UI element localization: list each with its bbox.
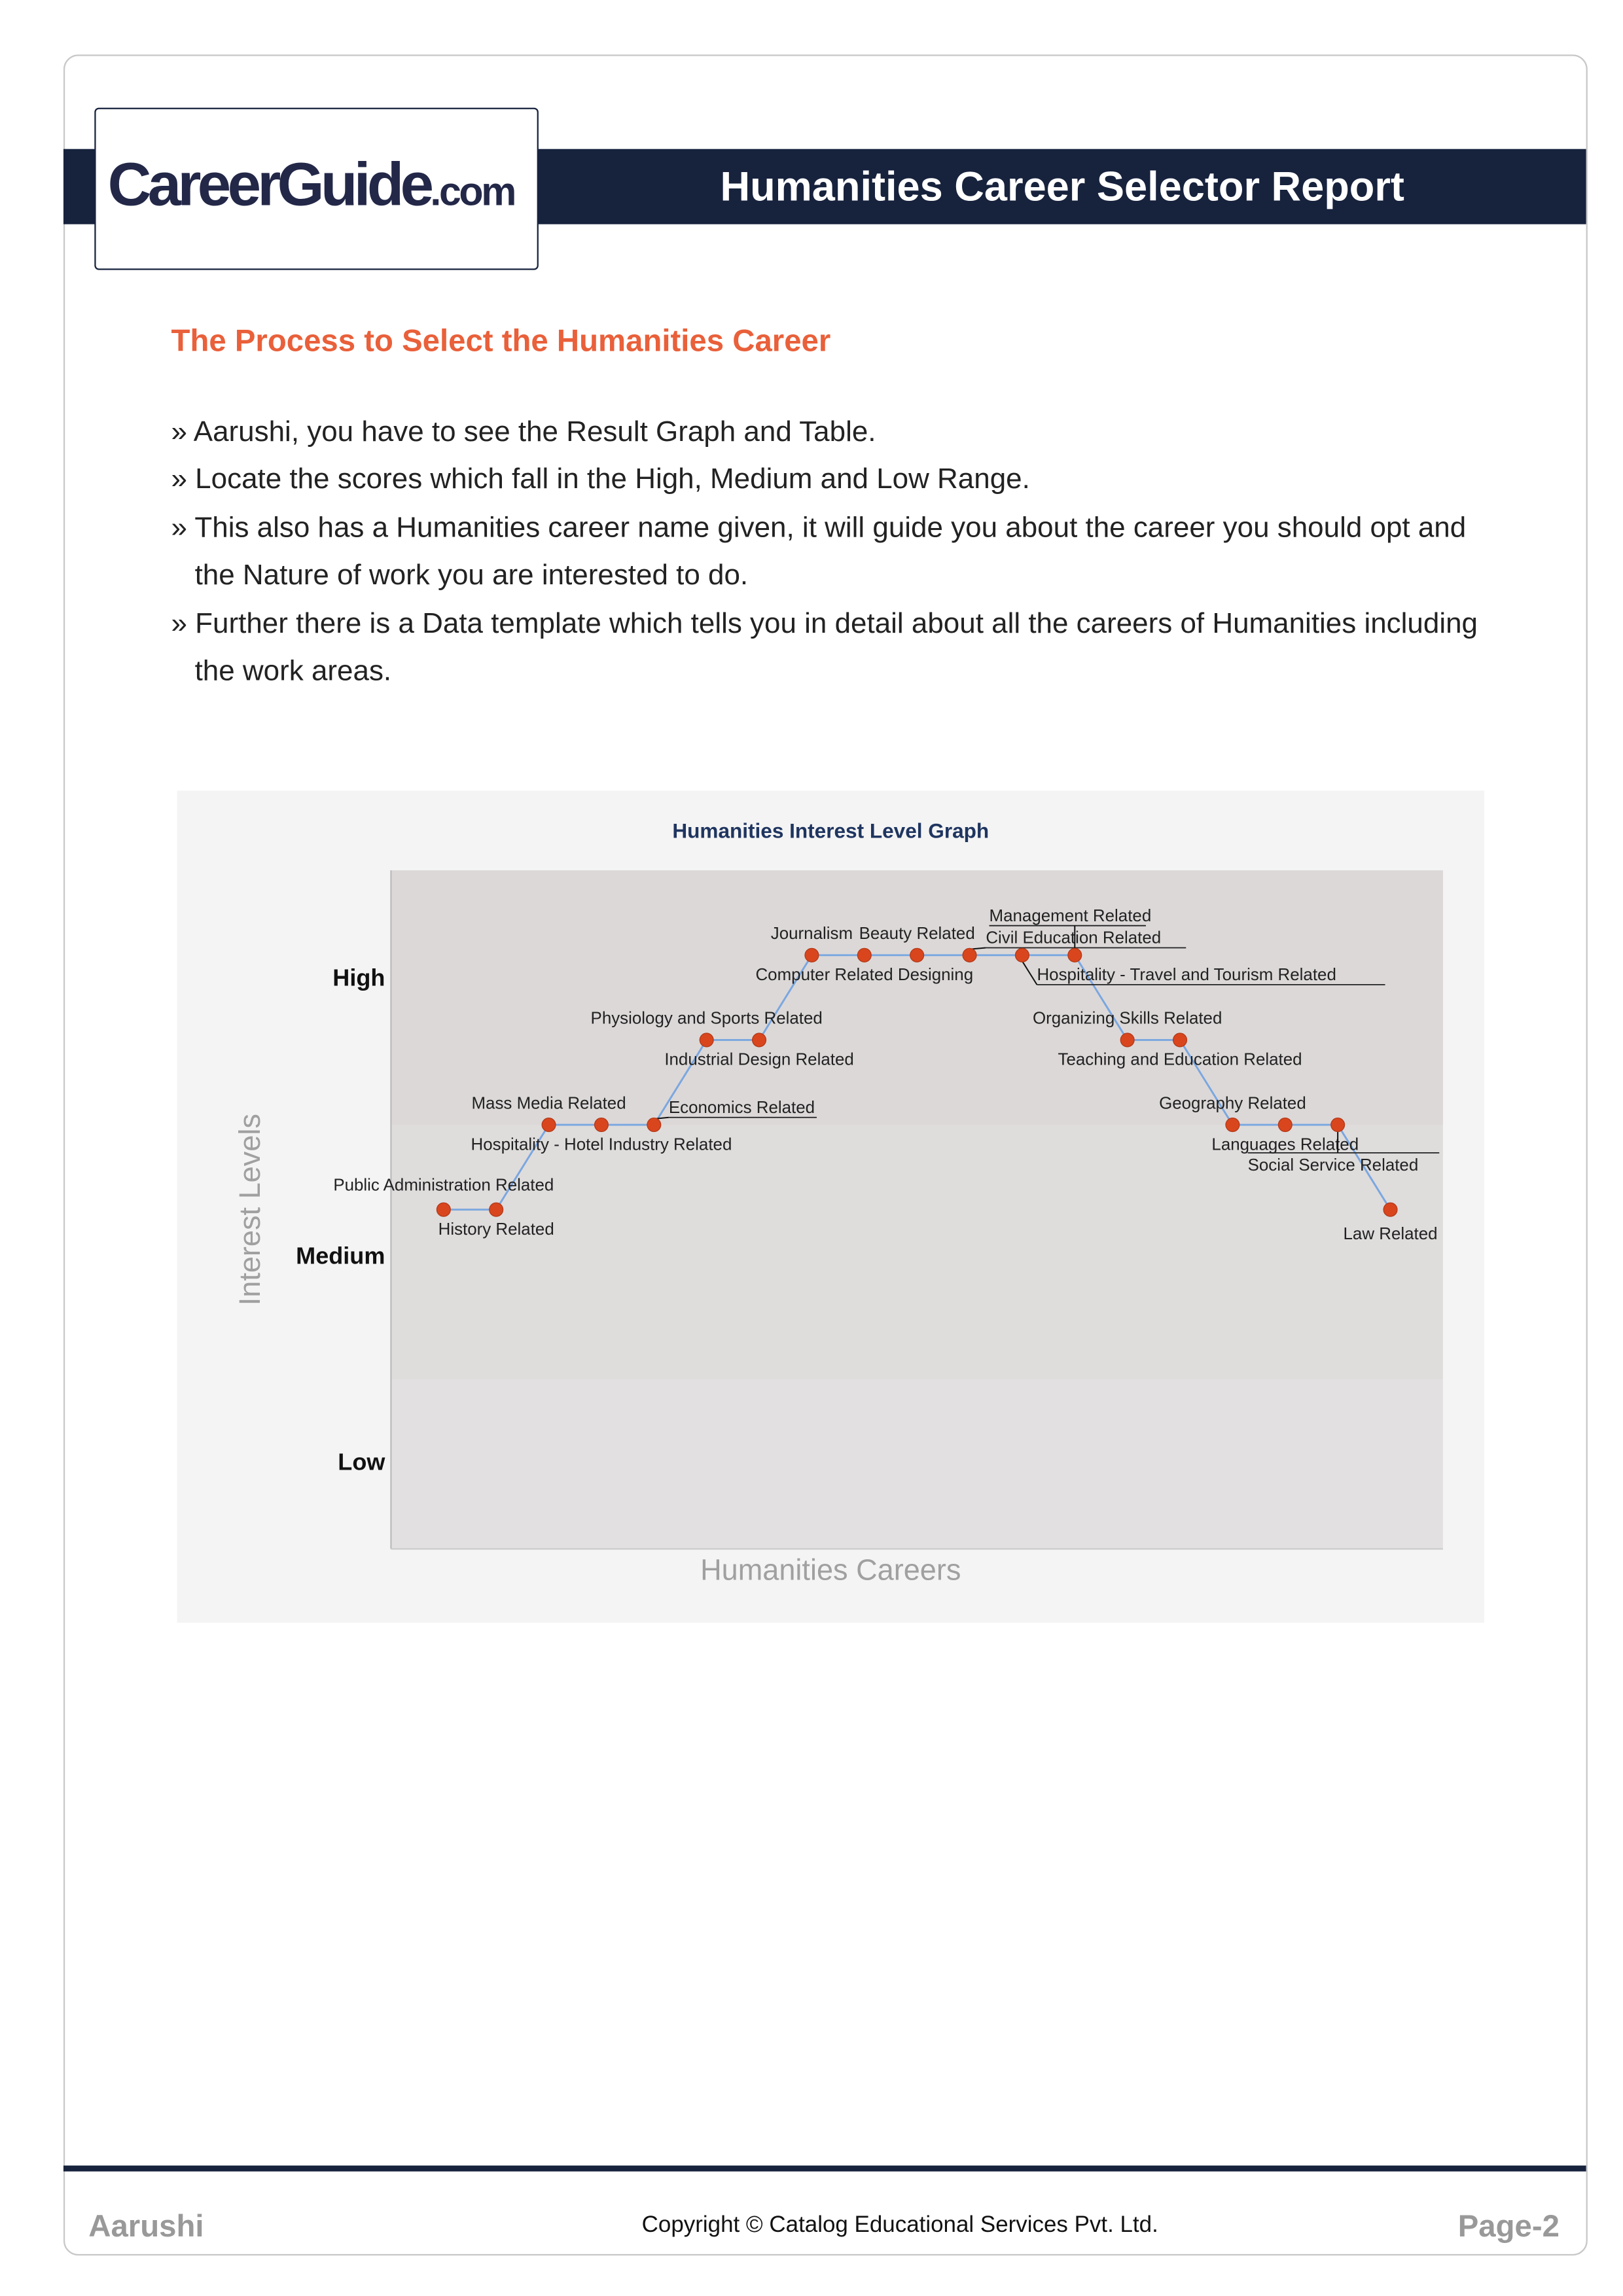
instruction-item: » Locate the scores which fall in the Hi… xyxy=(171,463,1030,497)
data-point xyxy=(594,1118,609,1133)
point-label: History Related xyxy=(438,1220,554,1239)
point-label: Languages Related xyxy=(1211,1135,1359,1154)
data-point xyxy=(647,1118,662,1133)
page-number: Page-2 xyxy=(1457,2210,1560,2244)
footer-rule xyxy=(63,2165,1586,2172)
instruction-item: » Further there is a Data template which… xyxy=(171,607,1478,688)
point-label: Computer Related Designing xyxy=(755,966,973,984)
band-low xyxy=(391,1379,1443,1549)
data-point xyxy=(1172,1033,1188,1048)
section-title: The Process to Select the Humanities Car… xyxy=(171,324,831,359)
logo-name: CareerGuide xyxy=(107,150,434,219)
chart-title: Humanities Interest Level Graph xyxy=(672,819,989,843)
data-point xyxy=(962,947,977,963)
point-label: Beauty Related xyxy=(859,925,975,943)
point-label: Hospitality - Hotel Industry Related xyxy=(471,1135,732,1154)
point-label: Journalism xyxy=(771,925,853,943)
data-point xyxy=(1330,1118,1346,1133)
data-point xyxy=(1277,1118,1293,1133)
data-point xyxy=(699,1033,714,1048)
y-tick-label: Medium xyxy=(296,1243,385,1269)
instruction-item: » Aarushi, you have to see the Result Gr… xyxy=(171,415,876,449)
point-label: Geography Related xyxy=(1159,1094,1306,1112)
point-label: Management Related xyxy=(990,907,1152,925)
chart-svg: Humanities Interest Level Graph Humaniti… xyxy=(233,819,1443,1587)
band-medium xyxy=(391,1125,1443,1379)
point-label: Organizing Skills Related xyxy=(1033,1010,1222,1028)
data-point xyxy=(489,1202,504,1217)
logo-text: CareerGuide.com xyxy=(107,150,517,220)
point-label: Hospitality - Travel and Tourism Related xyxy=(1037,966,1336,984)
point-label: Economics Related xyxy=(669,1099,815,1117)
point-label: Social Service Related xyxy=(1248,1156,1419,1174)
data-point xyxy=(1120,1033,1135,1048)
y-tick-label: High xyxy=(332,964,385,991)
interest-level-chart: Humanities Interest Level Graph Humaniti… xyxy=(177,790,1485,1623)
data-point xyxy=(857,947,872,963)
page-frame xyxy=(63,54,1588,2256)
data-point xyxy=(804,947,819,963)
footer-name: Aarushi xyxy=(88,2210,204,2244)
band-high xyxy=(391,870,1443,1125)
data-point xyxy=(1383,1202,1398,1217)
y-tick-label: Low xyxy=(338,1449,385,1475)
data-point xyxy=(1067,947,1082,963)
point-label: Teaching and Education Related xyxy=(1058,1051,1302,1069)
instruction-item: » This also has a Humanities career name… xyxy=(171,511,1467,592)
point-label: Industrial Design Related xyxy=(664,1051,853,1069)
data-point xyxy=(752,1033,767,1048)
callout-arrow xyxy=(1022,961,1038,985)
data-point xyxy=(1014,947,1029,963)
point-label: Public Administration Related xyxy=(333,1176,554,1194)
x-axis-label: Humanities Careers xyxy=(700,1553,961,1587)
instruction-list: » Aarushi, you have to see the Result Gr… xyxy=(171,408,1499,695)
report-title: Humanities Career Selector Report xyxy=(720,164,1404,210)
footer-copyright: Copyright © Catalog Educational Services… xyxy=(641,2212,1158,2238)
point-label: Civil Education Related xyxy=(986,929,1161,947)
data-point xyxy=(1225,1118,1240,1133)
logo: CareerGuide.com xyxy=(94,107,539,270)
data-point xyxy=(910,947,925,963)
point-label: Mass Media Related xyxy=(471,1094,626,1112)
point-label: Law Related xyxy=(1344,1225,1438,1243)
point-label: Physiology and Sports Related xyxy=(591,1010,823,1028)
data-point xyxy=(436,1202,451,1217)
y-axis-label: Interest Levels xyxy=(233,1114,266,1305)
data-point xyxy=(541,1118,556,1133)
logo-suffix: .com xyxy=(430,169,516,214)
